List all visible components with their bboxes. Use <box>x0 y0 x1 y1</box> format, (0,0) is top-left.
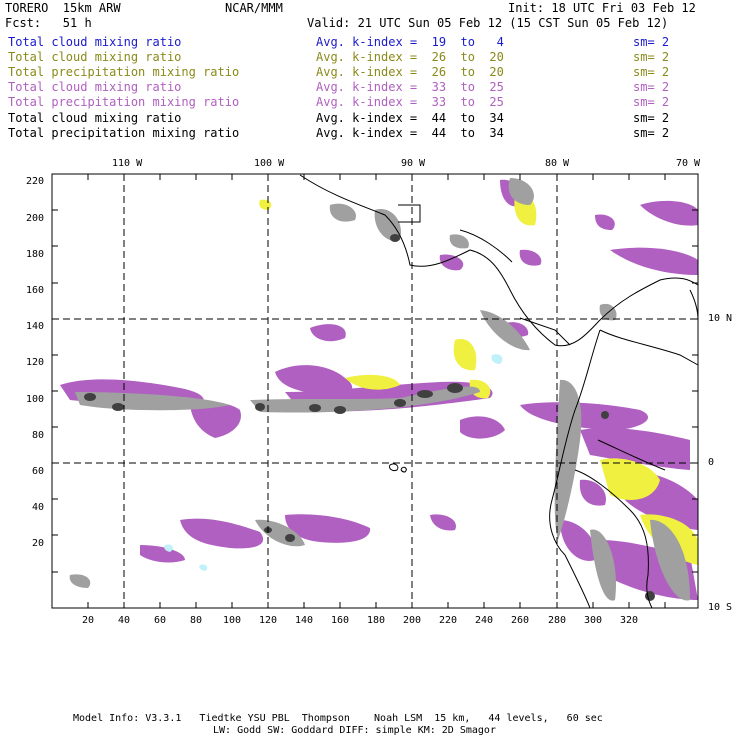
x-tick-label: 240 <box>475 615 494 626</box>
purple-precip-layer <box>60 179 698 600</box>
x-tick-label: 300 <box>584 615 603 626</box>
y-tick-label: 200 <box>26 213 45 224</box>
legend-sm: sm= 2 <box>633 80 670 94</box>
x-tick-label: 180 <box>367 615 386 626</box>
axis-ticks <box>52 174 698 608</box>
legend-field: Total precipitation mixing ratio <box>8 95 240 109</box>
x-tick-label: 140 <box>295 615 314 626</box>
x-tick-label: 280 <box>548 615 567 626</box>
x-tick-label: 40 <box>118 615 131 626</box>
legend-kindex: Avg. k-index = 26 to 20 <box>316 50 504 64</box>
lat-label: 10 N <box>708 313 733 324</box>
graticule <box>52 174 698 608</box>
center-title: NCAR/MMM <box>225 1 283 15</box>
lat-label: 0 <box>708 457 715 468</box>
legend-kindex: Avg. k-index = 33 to 25 <box>316 80 504 94</box>
y-tick-label: 220 <box>26 176 45 187</box>
y-tick-label: 140 <box>26 321 45 332</box>
model-title: TORERO 15km ARW <box>5 1 121 15</box>
legend-kindex: Avg. k-index = 44 to 34 <box>316 126 504 140</box>
cyan-cloud-layer <box>164 354 503 571</box>
forecast-hour: Fcst: 51 h <box>5 16 92 30</box>
y-tick-label: 120 <box>26 357 45 368</box>
x-tick-label: 20 <box>82 615 95 626</box>
y-tick-label: 60 <box>32 466 45 477</box>
lon-label: 100 W <box>254 158 285 169</box>
legend-field: Total precipitation mixing ratio <box>8 126 240 140</box>
x-tick-label: 220 <box>439 615 458 626</box>
legend-kindex: Avg. k-index = 44 to 34 <box>316 111 504 125</box>
physics-info: LW: Godd SW: Goddard DIFF: simple KM: 2D… <box>213 725 496 736</box>
y-tick-label: 20 <box>32 538 45 549</box>
valid-time: Valid: 21 UTC Sun 05 Feb 12 (15 CST Sun … <box>307 16 669 30</box>
legend-field: Total cloud mixing ratio <box>8 111 182 125</box>
y-tick-label: 80 <box>32 430 45 441</box>
legend-field: Total cloud mixing ratio <box>8 80 182 94</box>
y-tick-label: 180 <box>26 249 45 260</box>
coastlines <box>299 174 699 609</box>
y-tick-label: 100 <box>26 394 45 405</box>
x-tick-label: 200 <box>403 615 422 626</box>
init-time: Init: 18 UTC Fri 03 Feb 12 <box>508 1 696 15</box>
y-tick-label: 40 <box>32 502 45 513</box>
model-info: Model Info: V3.3.1 Tiedtke YSU PBL Thomp… <box>73 713 603 724</box>
legend-sm: sm= 2 <box>633 111 670 125</box>
x-tick-label: 320 <box>620 615 639 626</box>
y-tick-label: 160 <box>26 285 45 296</box>
legend-field: Total precipitation mixing ratio <box>8 65 240 79</box>
legend-sm: sm= 2 <box>633 95 670 109</box>
legend-kindex: Avg. k-index = 26 to 20 <box>316 65 504 79</box>
lon-label: 90 W <box>401 158 426 169</box>
legend-kindex: Avg. k-index = 33 to 25 <box>316 95 504 109</box>
lon-label: 80 W <box>545 158 570 169</box>
lat-label: 10 S <box>708 602 733 613</box>
x-tick-label: 260 <box>511 615 530 626</box>
legend-sm: sm= 2 <box>633 35 670 49</box>
x-tick-label: 60 <box>154 615 167 626</box>
lon-label: 70 W <box>676 158 701 169</box>
legend-sm: sm= 2 <box>633 126 670 140</box>
x-tick-label: 80 <box>190 615 203 626</box>
x-tick-label: 160 <box>331 615 350 626</box>
legend-sm: sm= 2 <box>633 65 670 79</box>
legend-field: Total cloud mixing ratio <box>8 35 182 49</box>
gray-cloud-layer <box>69 178 690 601</box>
legend-sm: sm= 2 <box>633 50 670 64</box>
x-tick-label: 120 <box>259 615 278 626</box>
legend-kindex: Avg. k-index = 19 to 4 <box>316 35 504 49</box>
legend-field: Total cloud mixing ratio <box>8 50 182 64</box>
lon-label: 110 W <box>112 158 143 169</box>
x-tick-label: 100 <box>223 615 242 626</box>
